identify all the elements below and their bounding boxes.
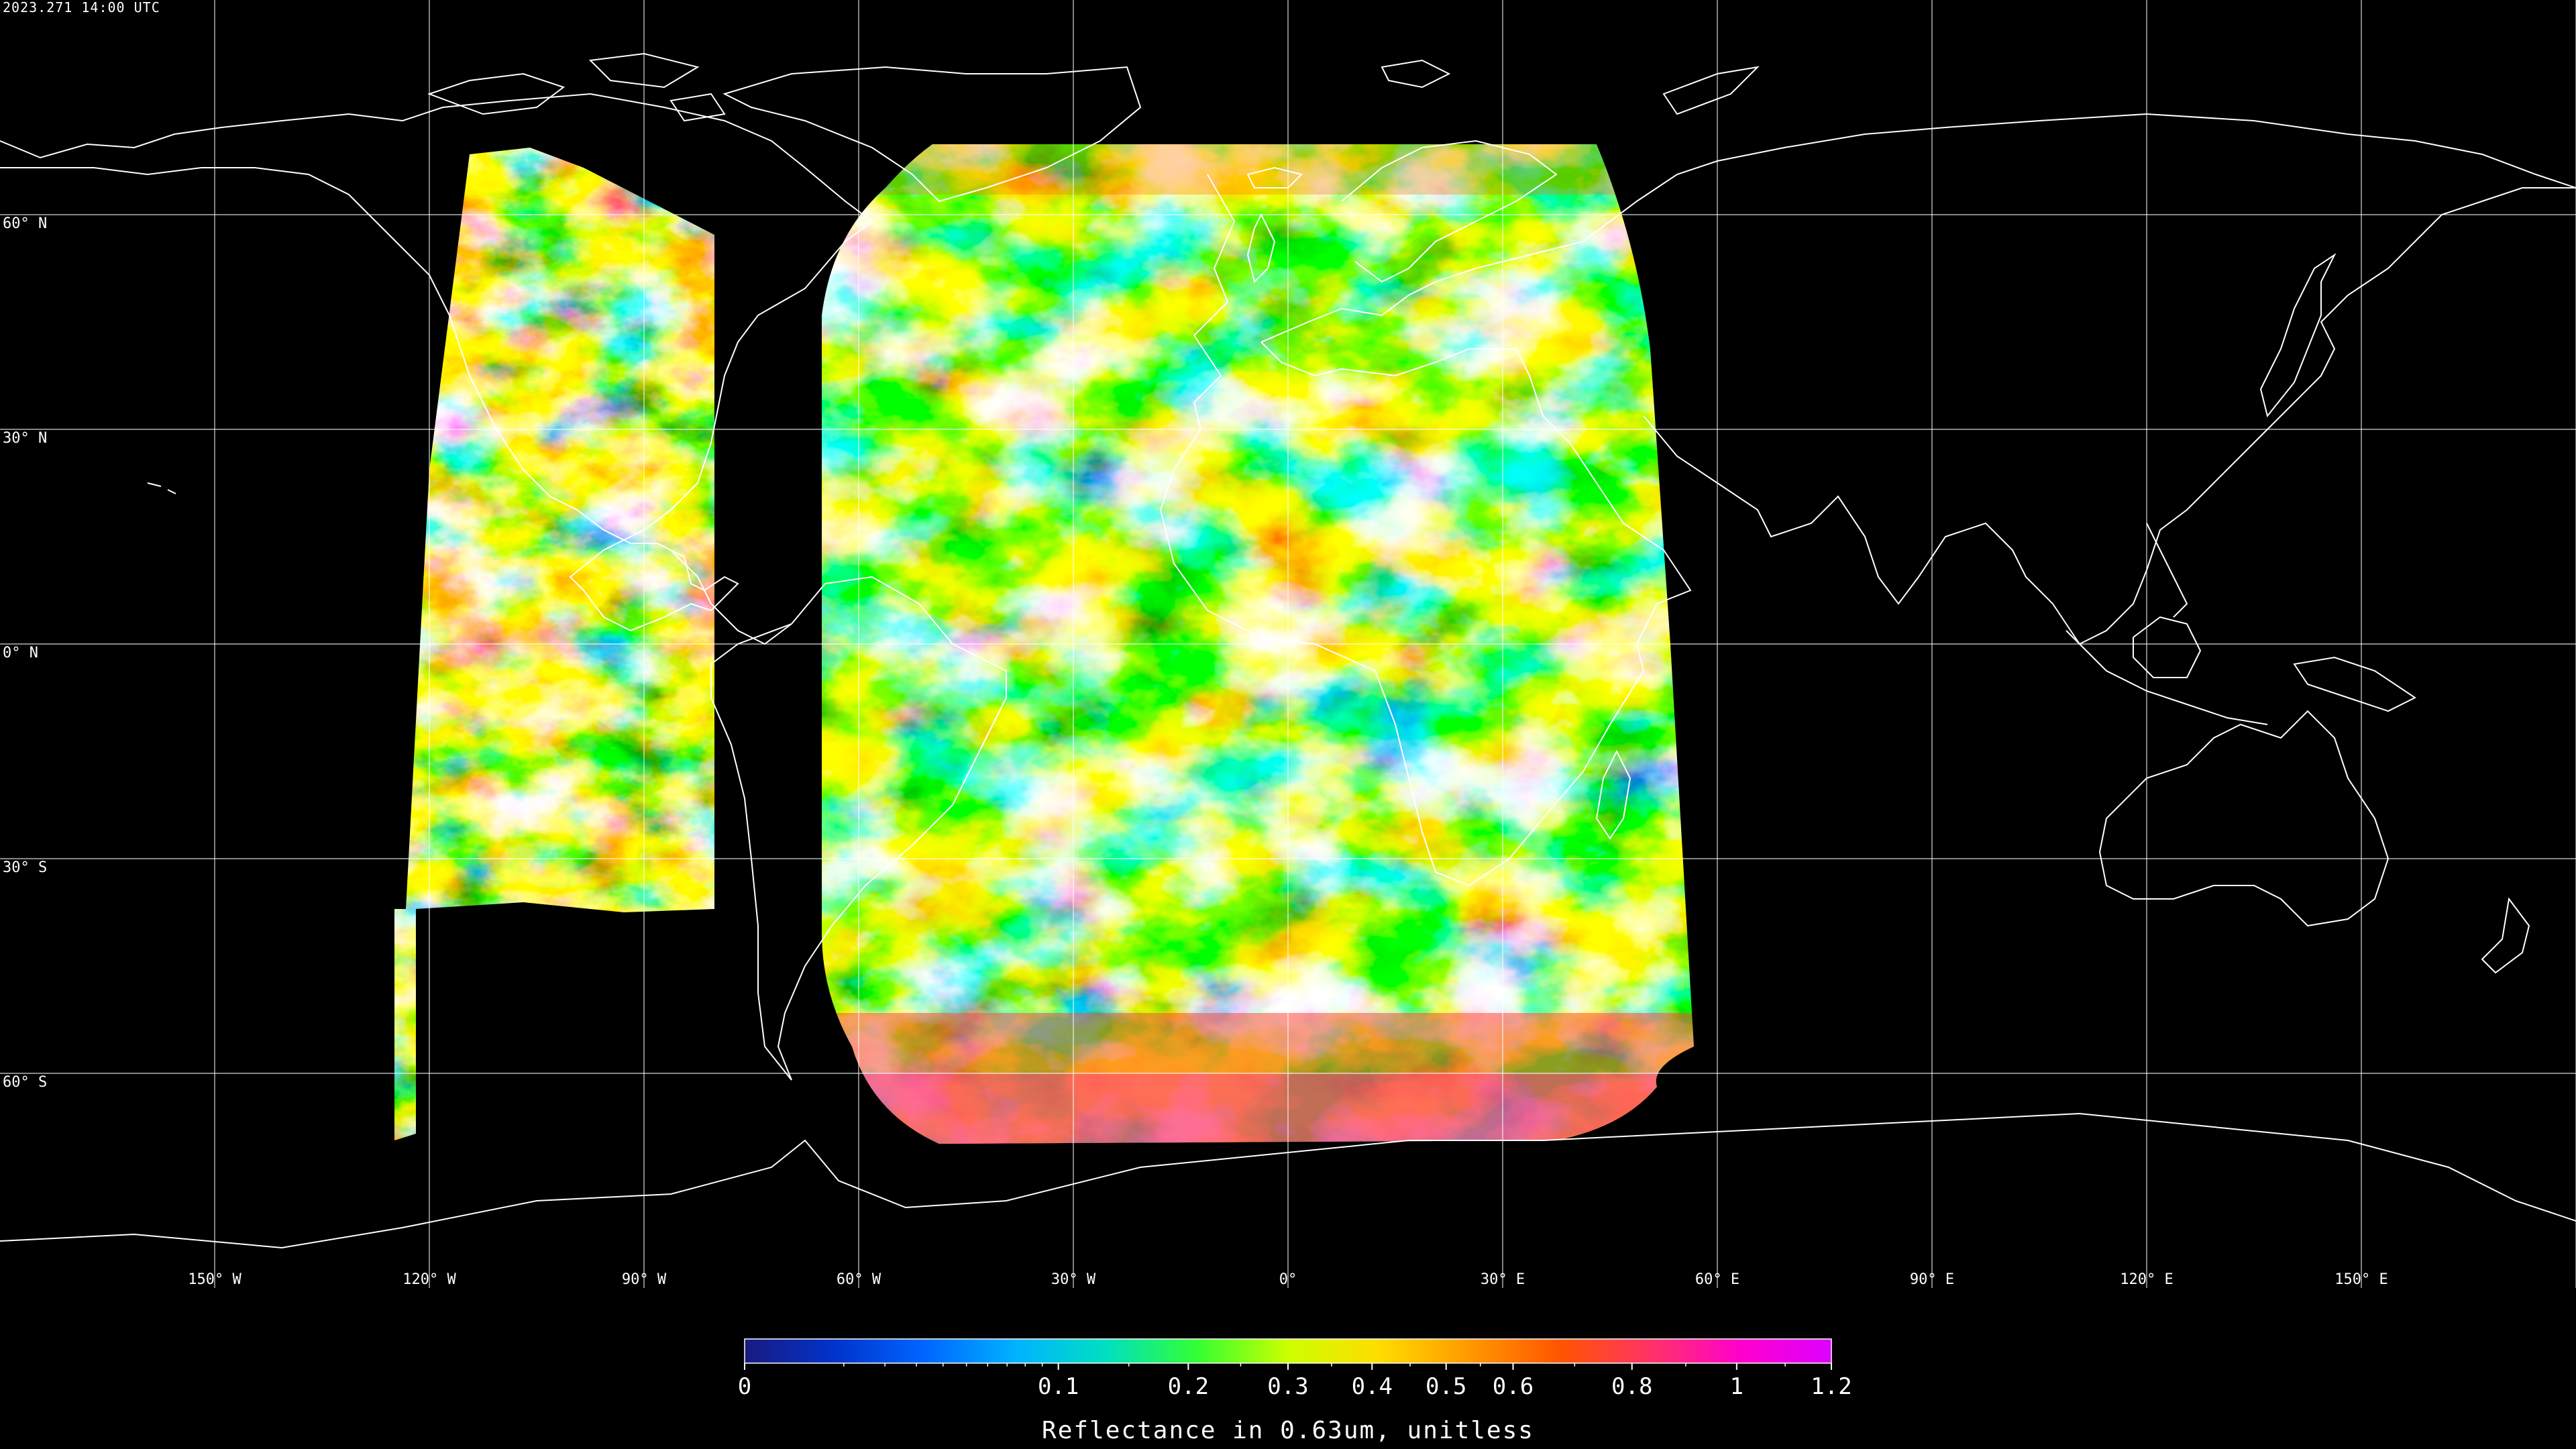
longitude-label: 120° E xyxy=(2120,1271,2173,1288)
latitude-label: 60° N xyxy=(3,215,47,232)
longitude-label: 150° W xyxy=(188,1271,241,1288)
coastline-europe-north xyxy=(1260,113,2576,343)
coastline-philippines xyxy=(2146,523,2188,618)
coastline-greenland xyxy=(722,66,1142,203)
coastline-newguinea xyxy=(2293,656,2416,712)
coastline-svalbard xyxy=(1381,59,1451,89)
longitude-labels: 150° W 120° W 90° W 60° W 30° W 0° 30° E 60° E 9… xyxy=(188,1271,2387,1288)
longitude-label: 60° W xyxy=(837,1271,881,1288)
coastline-novaya-zemlya xyxy=(1662,66,1760,115)
coastline-madagascar xyxy=(1595,749,1631,840)
longitude-label: 30° E xyxy=(1481,1271,1525,1288)
colorbar-tick-label: 1 xyxy=(1730,1373,1743,1400)
colorbar-tick-label: 0.5 xyxy=(1426,1373,1466,1400)
colorbar-tick-label: 0.8 xyxy=(1611,1373,1652,1400)
colorbar-tick-label: 0 xyxy=(738,1373,751,1400)
coastline-asia-south xyxy=(1643,187,2576,645)
colorbar-tick-label: 0.1 xyxy=(1038,1373,1079,1400)
latitude-label: 60° S xyxy=(3,1074,47,1091)
latitude-labels: 60° N 30° N 0° N 30° S 60° S xyxy=(3,215,47,1091)
longitude-label: 60° E xyxy=(1695,1271,1739,1288)
latitude-label: 30° N xyxy=(3,430,47,447)
graticule-grid xyxy=(0,0,2576,1288)
coastline-borneo xyxy=(2133,616,2202,678)
longitude-label: 90° W xyxy=(622,1271,667,1288)
longitude-label: 150° E xyxy=(2334,1271,2387,1288)
colorbar-ticks: 0 0.1 0.2 0.3 0.4 0.5 0.6 0.8 1 1.2 xyxy=(738,1363,1852,1400)
coastline-central-america xyxy=(670,549,792,645)
coastline-south-america xyxy=(710,576,1007,1081)
timestamp: 2023.271 14:00 UTC xyxy=(3,0,160,15)
coastline-uk xyxy=(1246,213,1276,283)
coastline-scandinavia xyxy=(1341,140,1558,283)
colorbar-tick-label: 0.3 xyxy=(1267,1373,1308,1400)
coastline-arctic-islands xyxy=(427,52,726,122)
longitude-label: 90° E xyxy=(1910,1271,1954,1288)
coastlines xyxy=(0,52,2576,1249)
longitude-label: 0° xyxy=(1279,1271,1297,1288)
latitude-label: 30° S xyxy=(3,859,47,876)
latitude-label: 0° N xyxy=(3,645,38,661)
colorbar-gradient xyxy=(744,1338,1832,1364)
coastline-new-zealand xyxy=(2481,897,2530,974)
coastline-north-america xyxy=(0,93,873,632)
colorbar-tick-label: 0.6 xyxy=(1493,1373,1534,1400)
coastline-japan xyxy=(2259,253,2337,418)
coastline-eurasia-africa xyxy=(1159,174,1692,887)
colorbar-title: Reflectance in 0.63um, unitless xyxy=(1042,1417,1534,1444)
colorbar-tick-label: 0.4 xyxy=(1352,1373,1393,1400)
colorbar-tick-label: 1.2 xyxy=(1811,1373,1851,1400)
coastline-hawaii xyxy=(147,482,176,494)
longitude-label: 30° W xyxy=(1051,1271,1096,1288)
coastline-australia xyxy=(2098,710,2390,927)
coastline-iceland xyxy=(1246,166,1303,189)
colorbar-tick-label: 0.2 xyxy=(1168,1373,1209,1400)
coastline-antarctica xyxy=(0,1112,2576,1249)
longitude-label: 120° W xyxy=(402,1271,456,1288)
coastline-indonesia xyxy=(2065,630,2268,725)
colorbar: 0 0.1 0.2 0.3 0.4 0.5 0.6 0.8 1 1.2 Reflectance i… xyxy=(738,1338,1852,1444)
